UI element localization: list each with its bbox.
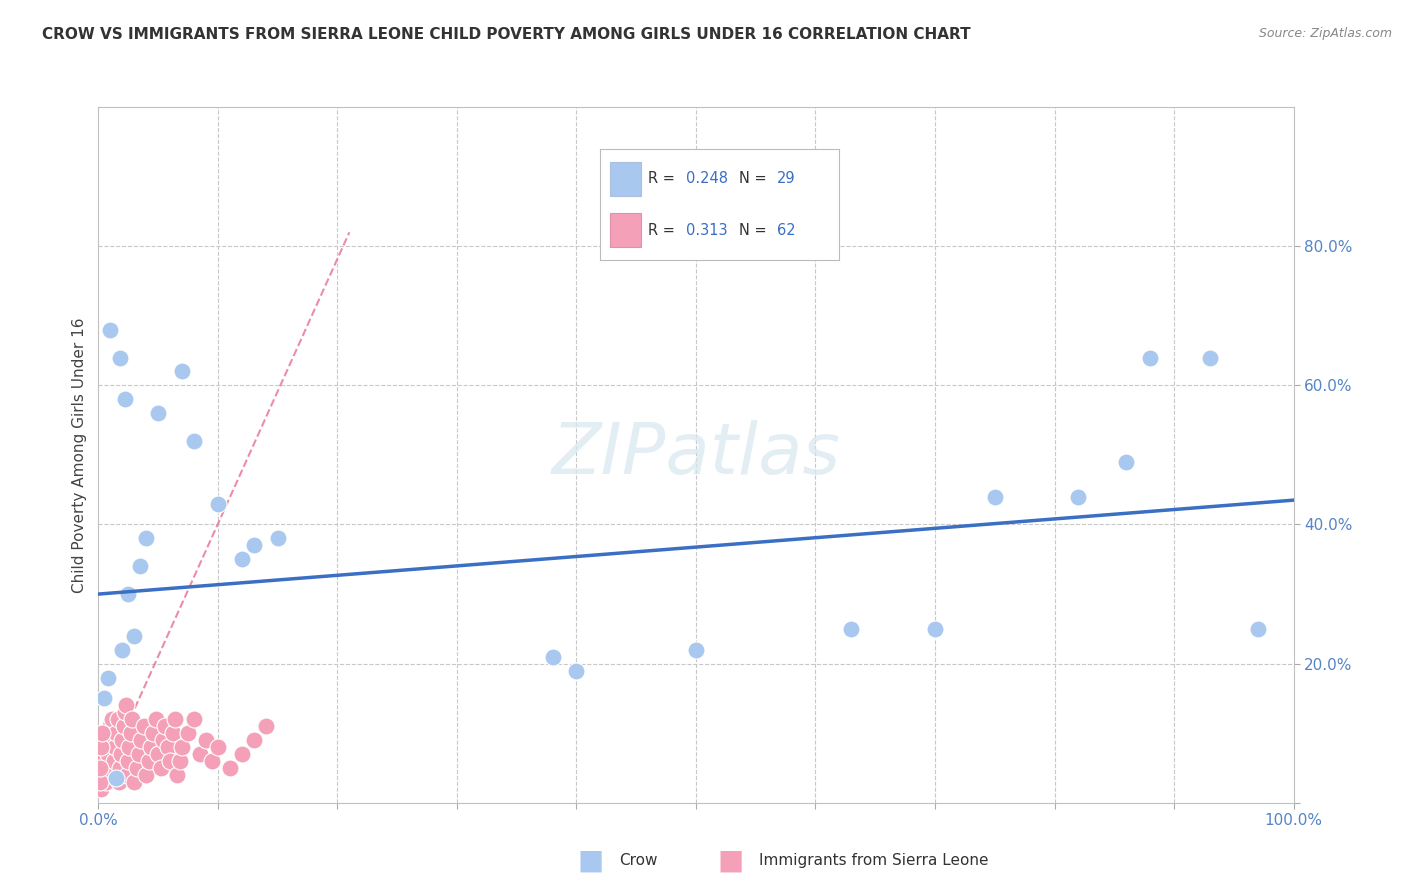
Point <box>90 781 112 796</box>
Point <box>983 490 1005 504</box>
Point <box>142 726 165 740</box>
Point <box>89 775 111 789</box>
Text: Immigrants from Sierra Leone: Immigrants from Sierra Leone <box>759 854 988 868</box>
Point <box>155 719 177 733</box>
Point <box>188 747 211 761</box>
Point <box>111 642 134 657</box>
Point <box>98 323 122 337</box>
Point <box>1115 455 1137 469</box>
Point <box>114 392 136 407</box>
Point <box>1139 351 1161 365</box>
Text: Crow: Crow <box>619 854 657 868</box>
Point <box>183 434 205 448</box>
Point <box>159 754 181 768</box>
Point <box>117 754 139 768</box>
Point <box>685 642 707 657</box>
Point <box>839 622 862 636</box>
Point <box>231 552 253 566</box>
Point <box>138 754 160 768</box>
Point <box>90 740 112 755</box>
Point <box>1246 622 1268 636</box>
Point <box>107 775 129 789</box>
Point <box>91 754 114 768</box>
Point <box>114 706 136 720</box>
Point <box>219 761 242 775</box>
Point <box>1067 490 1090 504</box>
Point <box>124 775 146 789</box>
Point <box>201 754 224 768</box>
Point <box>148 406 170 420</box>
Point <box>118 740 141 755</box>
Point <box>148 747 170 761</box>
Point <box>94 775 117 789</box>
Point <box>98 719 122 733</box>
Point <box>121 712 143 726</box>
Point <box>267 532 290 546</box>
Point <box>135 532 157 546</box>
Point <box>131 733 153 747</box>
Point <box>96 761 118 775</box>
Point <box>100 712 122 726</box>
Point <box>149 761 172 775</box>
Y-axis label: Child Poverty Among Girls Under 16: Child Poverty Among Girls Under 16 <box>72 318 87 592</box>
Point <box>172 364 194 378</box>
Point <box>120 726 142 740</box>
Text: CROW VS IMMIGRANTS FROM SIERRA LEONE CHILD POVERTY AMONG GIRLS UNDER 16 CORRELAT: CROW VS IMMIGRANTS FROM SIERRA LEONE CHI… <box>42 27 970 42</box>
Point <box>924 622 946 636</box>
Point <box>115 768 138 782</box>
Point <box>145 712 167 726</box>
Point <box>243 733 266 747</box>
Point <box>105 772 128 786</box>
Point <box>207 740 229 755</box>
Text: Source: ZipAtlas.com: Source: ZipAtlas.com <box>1258 27 1392 40</box>
Point <box>194 733 217 747</box>
Text: ■: ■ <box>718 847 744 875</box>
Point <box>91 768 114 782</box>
Point <box>105 726 128 740</box>
Point <box>128 747 150 761</box>
Point <box>243 538 266 552</box>
Point <box>89 761 111 775</box>
Point <box>91 726 114 740</box>
Point <box>166 768 188 782</box>
Point <box>231 747 253 761</box>
Point <box>115 698 138 713</box>
Point <box>117 587 139 601</box>
Point <box>98 733 121 747</box>
Point <box>541 649 564 664</box>
Point <box>1198 351 1220 365</box>
Point <box>125 761 148 775</box>
Point <box>110 747 132 761</box>
Point <box>162 726 184 740</box>
Point <box>108 351 131 365</box>
Point <box>139 740 162 755</box>
Point <box>104 740 127 755</box>
Point <box>156 740 179 755</box>
Point <box>112 719 135 733</box>
Point <box>163 712 186 726</box>
Point <box>101 768 124 782</box>
Point <box>111 733 134 747</box>
Text: ZIPatlas: ZIPatlas <box>551 420 841 490</box>
Point <box>93 691 115 706</box>
Point <box>207 497 229 511</box>
Point <box>107 712 129 726</box>
Point <box>129 559 152 574</box>
Point <box>169 754 191 768</box>
Point <box>152 733 174 747</box>
Point <box>97 671 120 685</box>
Point <box>132 719 155 733</box>
Point <box>97 747 120 761</box>
Point <box>124 629 146 643</box>
Point <box>183 712 205 726</box>
Point <box>254 719 277 733</box>
Point <box>108 761 131 775</box>
Point <box>177 726 200 740</box>
Text: ■: ■ <box>578 847 603 875</box>
Point <box>103 754 125 768</box>
Point <box>565 664 588 678</box>
Point <box>93 740 115 755</box>
Point <box>135 768 157 782</box>
Point <box>172 740 194 755</box>
